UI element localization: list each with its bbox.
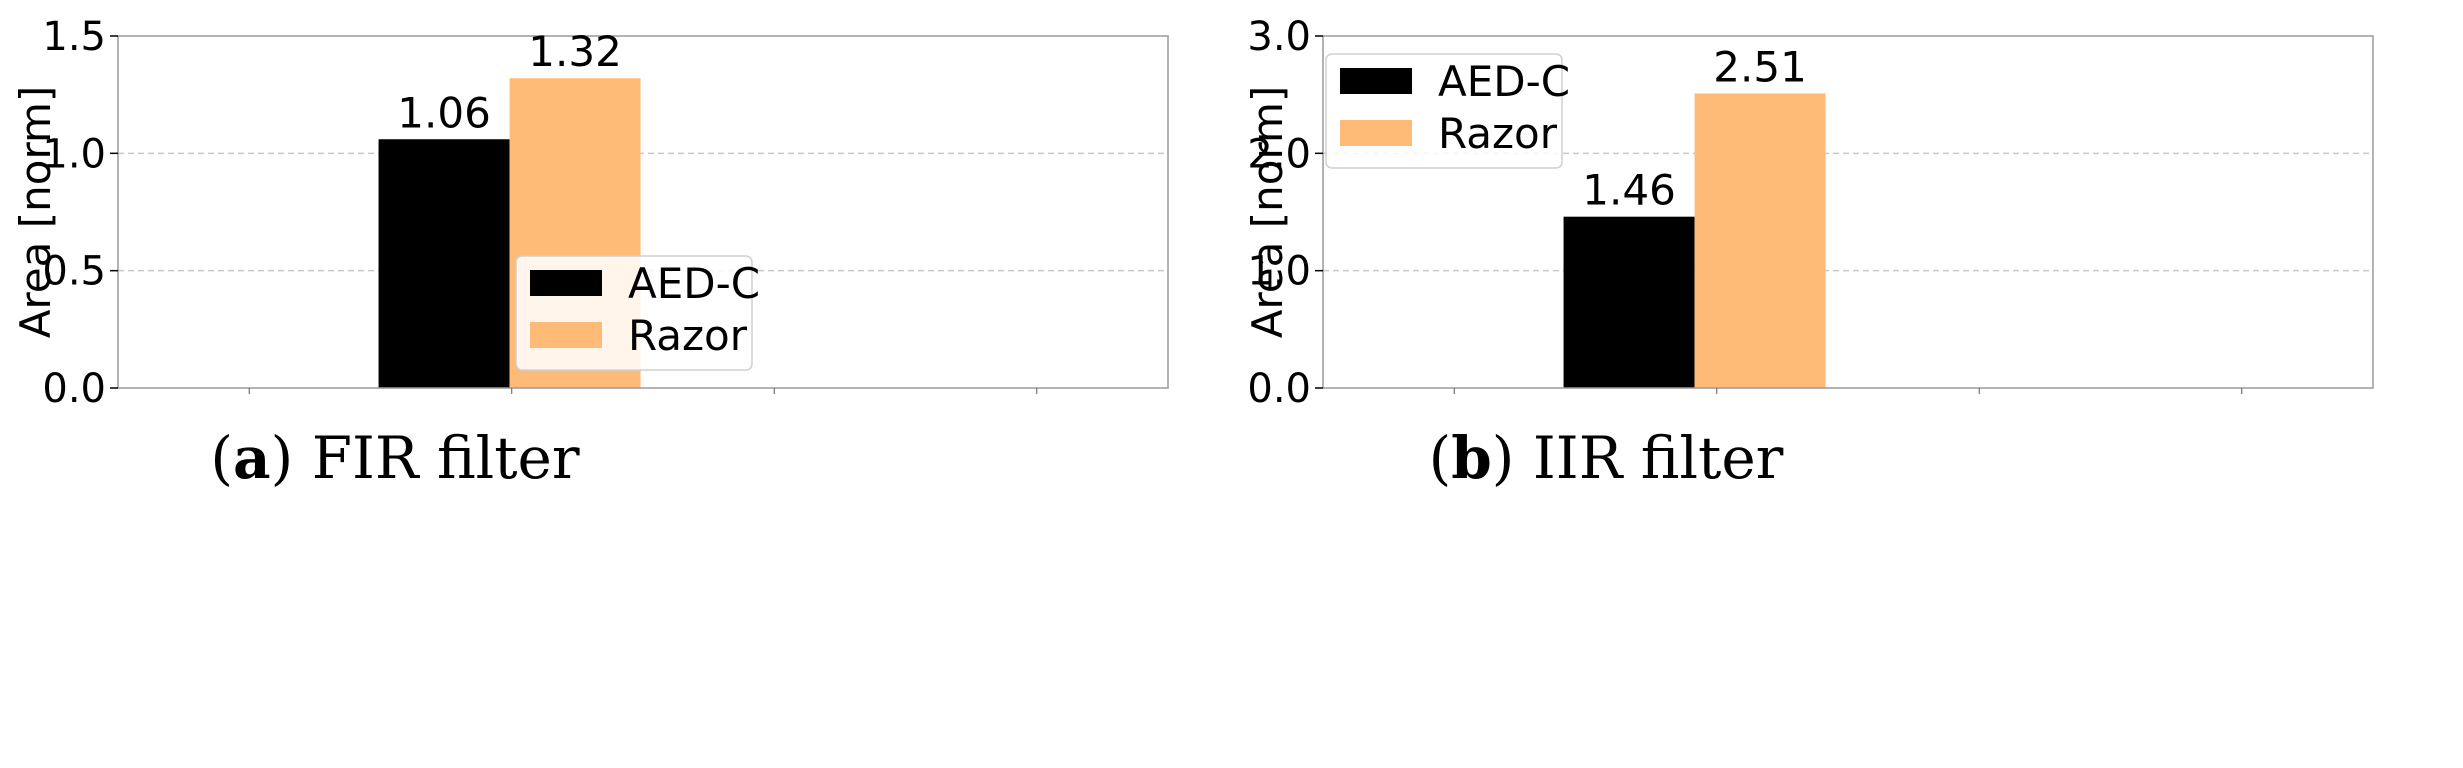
legend-swatch-razor — [530, 322, 602, 348]
y-ticks: 0.0 0.5 1.0 1.5 — [42, 14, 118, 412]
y-tick-label: 0.0 — [1247, 366, 1311, 412]
legend-swatch-aed-c — [530, 270, 602, 296]
bars — [1563, 93, 1826, 388]
bar-value-label: 1.06 — [397, 88, 491, 137]
y-tick-label: 3.0 — [1247, 14, 1311, 60]
legend-label-aed-c: AED-C — [628, 259, 760, 308]
y-tick-label: 2.0 — [1247, 131, 1311, 177]
legend-swatch-razor — [1340, 120, 1412, 146]
y-tick-label: 1.5 — [42, 14, 106, 60]
y-axis-label: Area [norm] — [1243, 86, 1292, 339]
chart-panel-a: 0.0 0.5 1.0 1.5 Area [norm] 1.06 1.32 AED-C R… — [11, 14, 1169, 492]
bar-value-label: 2.51 — [1713, 42, 1807, 91]
caption-title: FIR filter — [312, 424, 580, 492]
plot-frame — [117, 35, 1169, 389]
y-tick-label: 1.0 — [1247, 249, 1311, 295]
y-tick-label: 1.0 — [42, 131, 106, 177]
legend-label-razor: Razor — [1438, 109, 1558, 158]
x-ticks — [1453, 388, 2243, 394]
y-ticks: 0.0 1.0 2.0 3.0 — [1247, 14, 1323, 412]
caption: (b) IIR filter — [1429, 424, 1784, 492]
legend-label-aed-c: AED-C — [1438, 57, 1570, 106]
legend-label-razor: Razor — [628, 311, 748, 360]
plot-frame — [1322, 35, 2374, 389]
caption: (a) FIR filter — [210, 424, 579, 492]
bar-value-label: 1.32 — [528, 27, 622, 76]
bar-value-labels: 1.06 1.32 — [397, 27, 622, 137]
bar-razor — [1694, 93, 1826, 388]
bar-aed-c — [1563, 216, 1695, 388]
grid-lines — [1323, 152, 2373, 272]
caption-letter: a — [233, 424, 271, 492]
bar-value-label: 1.46 — [1582, 166, 1676, 215]
x-ticks — [248, 388, 1038, 394]
chart-iir: 0.0 1.0 2.0 3.0 Area [norm] 1.46 2.51 AED-CR… — [1243, 14, 2374, 492]
chart-panel-b: 0.0 1.0 2.0 3.0 Area [norm] 1.46 2.51 AED-C R… — [1232, 0, 2463, 768]
grid-lines — [118, 152, 1168, 272]
chart-fir: 0.0 0.5 1.0 1.5 Area [norm] 1.06 1.32 AED-CR… — [11, 14, 1169, 492]
bar-aed-c — [378, 139, 510, 388]
bar-value-labels: 1.46 2.51 — [1582, 42, 1807, 214]
caption-title: IIR filter — [1533, 424, 1784, 492]
caption-letter: b — [1451, 424, 1492, 492]
y-tick-label: 0.5 — [42, 249, 106, 295]
y-axis-label: Area [norm] — [11, 86, 60, 339]
y-tick-label: 0.0 — [42, 366, 106, 412]
legend-swatch-aed-c — [1340, 68, 1412, 94]
bars — [378, 78, 641, 389]
